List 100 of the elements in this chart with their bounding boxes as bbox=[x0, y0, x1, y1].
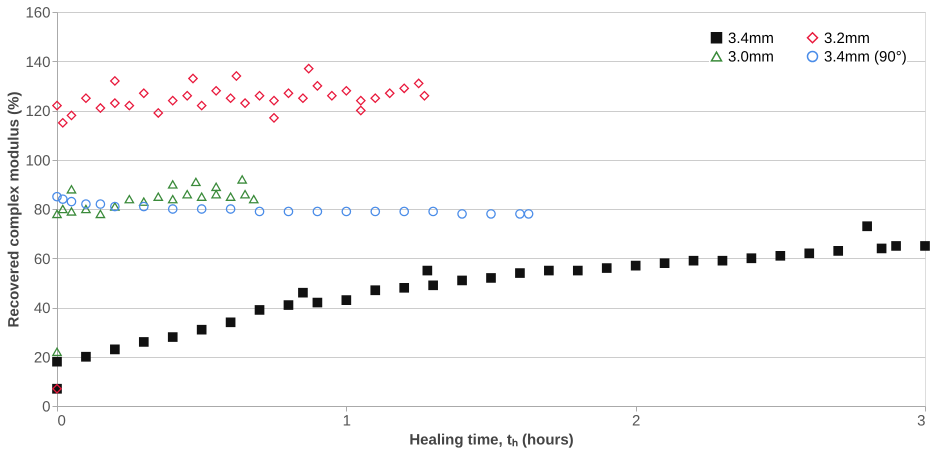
point bbox=[718, 256, 728, 266]
point bbox=[384, 88, 395, 98]
point bbox=[630, 260, 640, 270]
point bbox=[240, 190, 250, 198]
point bbox=[226, 317, 236, 328]
y-tick-label: 60 bbox=[34, 250, 50, 268]
point bbox=[226, 192, 236, 201]
point bbox=[58, 204, 68, 214]
point bbox=[862, 221, 872, 232]
point bbox=[515, 209, 525, 219]
point bbox=[457, 276, 467, 286]
point bbox=[312, 81, 322, 91]
point bbox=[515, 268, 525, 278]
point bbox=[240, 98, 250, 108]
point bbox=[168, 204, 178, 214]
point bbox=[891, 241, 901, 251]
point bbox=[544, 266, 554, 276]
point bbox=[168, 332, 178, 342]
legend-label: 3.4mm (90°) bbox=[824, 48, 907, 66]
point bbox=[96, 103, 106, 113]
point bbox=[96, 199, 106, 209]
point bbox=[428, 206, 438, 216]
point bbox=[81, 204, 91, 214]
point bbox=[66, 185, 76, 194]
y-tick-label: 160 bbox=[25, 4, 50, 22]
point bbox=[138, 337, 149, 347]
y-tick-label: 40 bbox=[34, 300, 50, 317]
point bbox=[688, 256, 698, 266]
point bbox=[196, 204, 206, 214]
point bbox=[182, 190, 192, 198]
point bbox=[138, 202, 149, 212]
point bbox=[370, 285, 380, 296]
point bbox=[226, 93, 236, 104]
point bbox=[602, 263, 612, 273]
x-axis-title: Healing time, tₕ (hours) bbox=[409, 432, 574, 448]
point bbox=[153, 192, 164, 201]
point bbox=[370, 93, 380, 104]
point bbox=[168, 194, 178, 204]
point bbox=[196, 192, 206, 201]
point bbox=[237, 175, 248, 184]
point bbox=[124, 194, 134, 204]
point bbox=[58, 118, 68, 128]
point bbox=[191, 178, 201, 186]
point bbox=[110, 76, 120, 86]
point bbox=[52, 356, 62, 367]
point bbox=[342, 86, 352, 96]
point bbox=[269, 96, 279, 106]
point bbox=[486, 273, 496, 283]
y-tick-label: 0 bbox=[42, 398, 50, 416]
point bbox=[284, 206, 294, 216]
point bbox=[182, 90, 192, 101]
point bbox=[457, 209, 467, 219]
point bbox=[804, 248, 814, 258]
point bbox=[327, 90, 337, 101]
point bbox=[746, 253, 756, 264]
point bbox=[776, 250, 786, 261]
x-tick-label: 2 bbox=[632, 412, 640, 430]
point bbox=[414, 78, 424, 88]
y-axis-title: Recovered complex modulus (%) bbox=[5, 92, 22, 328]
point bbox=[226, 204, 236, 214]
point bbox=[196, 324, 206, 334]
point bbox=[211, 182, 221, 192]
point bbox=[81, 199, 91, 209]
point bbox=[572, 266, 583, 276]
point bbox=[81, 93, 91, 104]
point bbox=[298, 93, 308, 104]
point bbox=[52, 348, 62, 356]
point bbox=[920, 241, 930, 251]
point bbox=[124, 100, 134, 110]
point bbox=[196, 100, 206, 110]
point bbox=[356, 106, 366, 116]
y-tick-label: 80 bbox=[34, 202, 50, 218]
legend-label: 3.2mm bbox=[824, 30, 870, 47]
point bbox=[342, 295, 352, 305]
x-tick-label: 1 bbox=[342, 412, 352, 430]
point bbox=[876, 244, 886, 254]
y-tick-label: 100 bbox=[25, 152, 50, 170]
point bbox=[304, 64, 314, 74]
point bbox=[399, 282, 410, 293]
x-tick-label: 3 bbox=[917, 412, 926, 430]
point bbox=[342, 206, 352, 216]
point bbox=[284, 300, 294, 310]
y-tick-label: 120 bbox=[25, 103, 50, 120]
point bbox=[298, 288, 308, 298]
point bbox=[356, 96, 366, 106]
point bbox=[833, 246, 844, 256]
y-tick-label: 20 bbox=[34, 349, 50, 366]
point bbox=[211, 190, 221, 198]
point bbox=[138, 88, 149, 98]
point bbox=[399, 84, 410, 94]
point bbox=[138, 197, 149, 206]
point bbox=[312, 298, 322, 308]
point bbox=[52, 192, 62, 202]
legend-label: 3.0mm bbox=[728, 48, 774, 66]
point bbox=[399, 206, 410, 216]
point bbox=[153, 108, 164, 118]
point bbox=[524, 209, 534, 219]
point bbox=[58, 194, 68, 204]
point bbox=[110, 98, 120, 108]
point bbox=[188, 74, 198, 84]
